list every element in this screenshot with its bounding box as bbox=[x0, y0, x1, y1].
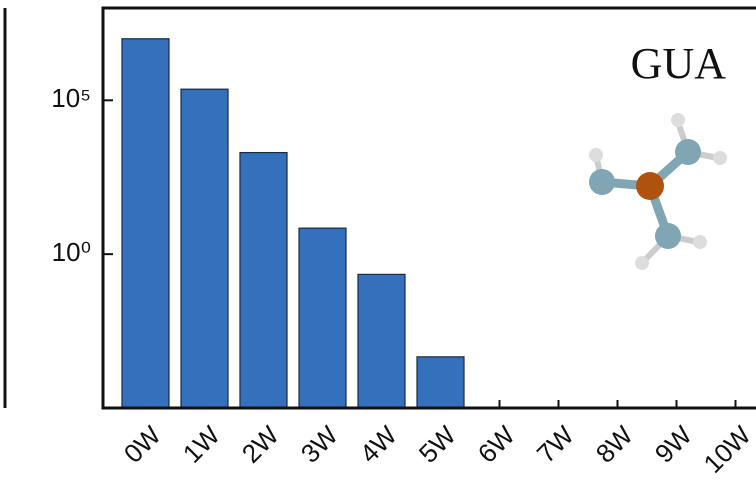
bar bbox=[358, 274, 405, 408]
bar bbox=[181, 89, 228, 408]
bar bbox=[299, 228, 346, 408]
y-tick-label: 10⁵ bbox=[51, 83, 91, 113]
annotation: GUA bbox=[631, 39, 727, 88]
y-tick-label: 10⁰ bbox=[52, 237, 91, 267]
chart: GUA 10⁰10⁵0W1W2W3W4W5W6W7W8W9W10W bbox=[0, 0, 756, 497]
bar bbox=[122, 39, 169, 408]
bar bbox=[417, 357, 464, 408]
bar bbox=[240, 153, 287, 408]
